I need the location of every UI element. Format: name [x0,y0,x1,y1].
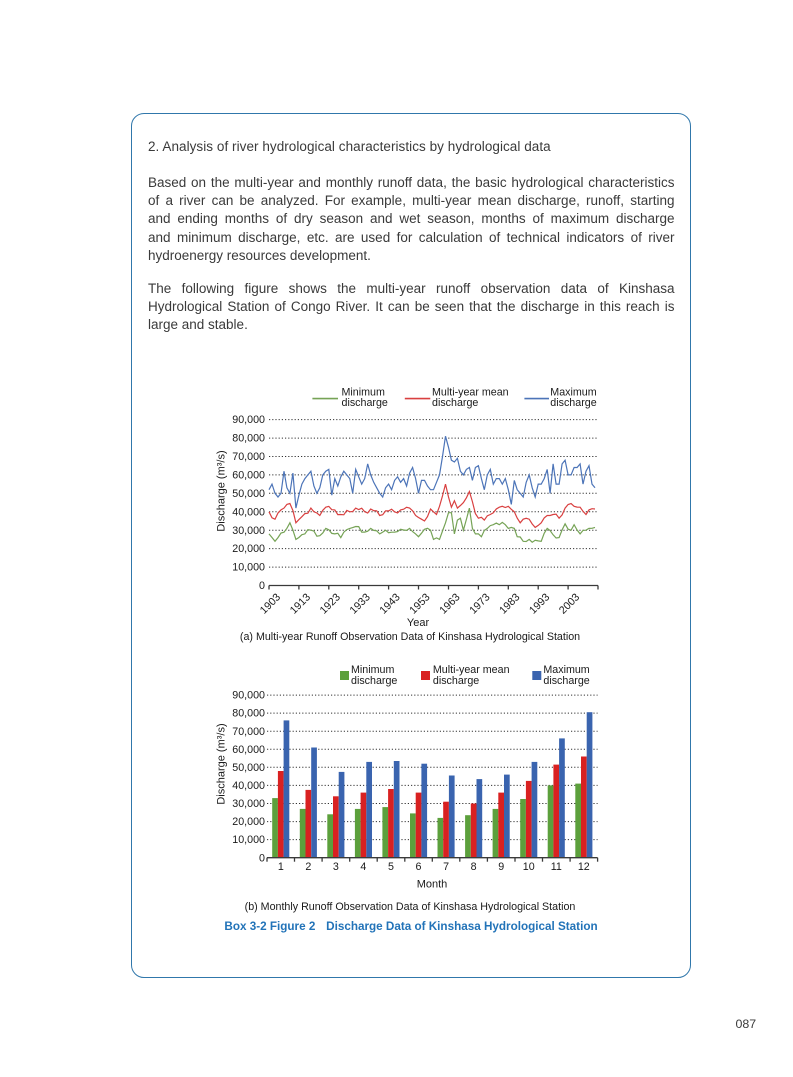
svg-text:Minimum: Minimum [342,387,385,399]
svg-text:20,000: 20,000 [232,816,265,828]
svg-text:Discharge (m³/s): Discharge (m³/s) [216,723,228,804]
svg-text:Year: Year [407,617,430,629]
svg-text:1993: 1993 [527,591,552,616]
svg-text:1: 1 [278,861,284,873]
svg-text:20,000: 20,000 [232,543,265,555]
svg-text:discharge: discharge [543,675,589,687]
svg-text:Multi-year mean: Multi-year mean [433,664,510,676]
svg-text:7: 7 [443,861,449,873]
svg-text:discharge: discharge [432,397,478,409]
svg-text:1943: 1943 [377,591,402,616]
svg-text:30,000: 30,000 [232,525,265,537]
svg-text:Discharge (m³/s): Discharge (m³/s) [216,450,228,531]
svg-text:1973: 1973 [467,591,492,616]
svg-text:Month: Month [417,879,448,891]
svg-text:1933: 1933 [348,591,373,616]
svg-text:40,000: 40,000 [232,780,265,792]
svg-text:0: 0 [259,852,265,864]
svg-text:discharge: discharge [433,675,479,687]
svg-text:80,000: 80,000 [232,433,265,445]
svg-text:Maximum: Maximum [543,664,589,676]
svg-text:40,000: 40,000 [232,506,265,518]
svg-text:1923: 1923 [318,591,343,616]
svg-text:4: 4 [360,861,366,873]
svg-text:0: 0 [259,580,265,592]
svg-text:9: 9 [498,861,504,873]
svg-text:1983: 1983 [497,591,522,616]
svg-text:50,000: 50,000 [232,762,265,774]
svg-text:2003: 2003 [557,591,582,616]
svg-text:Multi-year mean: Multi-year mean [432,387,509,399]
svg-text:discharge: discharge [342,397,388,409]
svg-text:30,000: 30,000 [232,798,265,810]
svg-text:2: 2 [305,861,311,873]
svg-text:90,000: 90,000 [232,414,265,426]
svg-text:1953: 1953 [407,591,432,616]
svg-text:6: 6 [416,861,422,873]
svg-text:10,000: 10,000 [232,834,265,846]
svg-text:90,000: 90,000 [232,690,265,702]
svg-text:8: 8 [471,861,477,873]
svg-text:discharge: discharge [550,397,596,409]
svg-text:70,000: 70,000 [232,451,265,463]
svg-text:1963: 1963 [437,591,462,616]
svg-text:70,000: 70,000 [232,726,265,738]
svg-text:12: 12 [578,861,590,873]
svg-text:1913: 1913 [288,591,313,616]
svg-text:60,000: 60,000 [232,470,265,482]
svg-text:5: 5 [388,861,394,873]
svg-text:10: 10 [523,861,535,873]
svg-text:1903: 1903 [258,591,283,616]
svg-text:discharge: discharge [351,675,397,687]
svg-text:10,000: 10,000 [232,562,265,574]
svg-text:60,000: 60,000 [232,744,265,756]
svg-text:Minimum: Minimum [351,664,394,676]
svg-text:Maximum: Maximum [550,387,596,399]
svg-text:80,000: 80,000 [232,708,265,720]
svg-text:11: 11 [551,861,562,873]
svg-text:50,000: 50,000 [232,488,265,500]
svg-text:3: 3 [333,861,339,873]
